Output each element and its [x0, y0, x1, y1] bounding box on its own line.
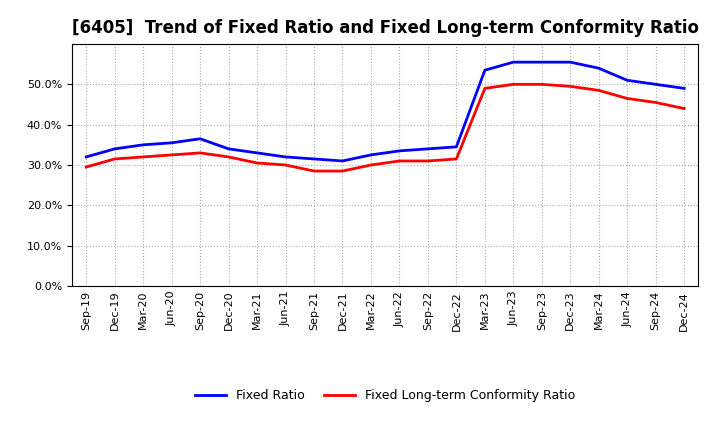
Fixed Ratio	[225, 146, 233, 151]
Fixed Ratio	[652, 82, 660, 87]
Fixed Ratio	[423, 146, 432, 151]
Fixed Ratio	[595, 66, 603, 71]
Fixed Long-term Conformity Ratio	[623, 96, 631, 101]
Fixed Long-term Conformity Ratio	[338, 169, 347, 174]
Fixed Long-term Conformity Ratio	[167, 152, 176, 158]
Fixed Ratio	[253, 150, 261, 156]
Fixed Long-term Conformity Ratio	[680, 106, 688, 111]
Legend: Fixed Ratio, Fixed Long-term Conformity Ratio: Fixed Ratio, Fixed Long-term Conformity …	[190, 384, 580, 407]
Fixed Long-term Conformity Ratio	[310, 169, 318, 174]
Fixed Long-term Conformity Ratio	[452, 156, 461, 161]
Fixed Long-term Conformity Ratio	[480, 86, 489, 91]
Fixed Long-term Conformity Ratio	[110, 156, 119, 161]
Fixed Ratio	[139, 142, 148, 147]
Fixed Long-term Conformity Ratio	[395, 158, 404, 164]
Line: Fixed Long-term Conformity Ratio: Fixed Long-term Conformity Ratio	[86, 84, 684, 171]
Fixed Ratio	[366, 152, 375, 158]
Fixed Ratio	[196, 136, 204, 141]
Fixed Long-term Conformity Ratio	[253, 160, 261, 165]
Fixed Ratio	[338, 158, 347, 164]
Line: Fixed Ratio: Fixed Ratio	[86, 62, 684, 161]
Fixed Ratio	[680, 86, 688, 91]
Fixed Long-term Conformity Ratio	[566, 84, 575, 89]
Fixed Long-term Conformity Ratio	[652, 100, 660, 105]
Fixed Long-term Conformity Ratio	[82, 165, 91, 170]
Fixed Ratio	[167, 140, 176, 146]
Fixed Long-term Conformity Ratio	[139, 154, 148, 160]
Fixed Long-term Conformity Ratio	[225, 154, 233, 160]
Fixed Ratio	[537, 59, 546, 65]
Fixed Ratio	[623, 77, 631, 83]
Fixed Long-term Conformity Ratio	[537, 82, 546, 87]
Fixed Ratio	[82, 154, 91, 160]
Fixed Ratio	[110, 146, 119, 151]
Fixed Ratio	[480, 68, 489, 73]
Fixed Long-term Conformity Ratio	[423, 158, 432, 164]
Fixed Ratio	[566, 59, 575, 65]
Fixed Long-term Conformity Ratio	[196, 150, 204, 156]
Fixed Long-term Conformity Ratio	[509, 82, 518, 87]
Fixed Long-term Conformity Ratio	[282, 162, 290, 168]
Fixed Long-term Conformity Ratio	[595, 88, 603, 93]
Fixed Ratio	[310, 156, 318, 161]
Fixed Ratio	[282, 154, 290, 160]
Fixed Long-term Conformity Ratio	[366, 162, 375, 168]
Fixed Ratio	[509, 59, 518, 65]
Title: [6405]  Trend of Fixed Ratio and Fixed Long-term Conformity Ratio: [6405] Trend of Fixed Ratio and Fixed Lo…	[72, 19, 698, 37]
Fixed Ratio	[395, 148, 404, 154]
Fixed Ratio	[452, 144, 461, 150]
